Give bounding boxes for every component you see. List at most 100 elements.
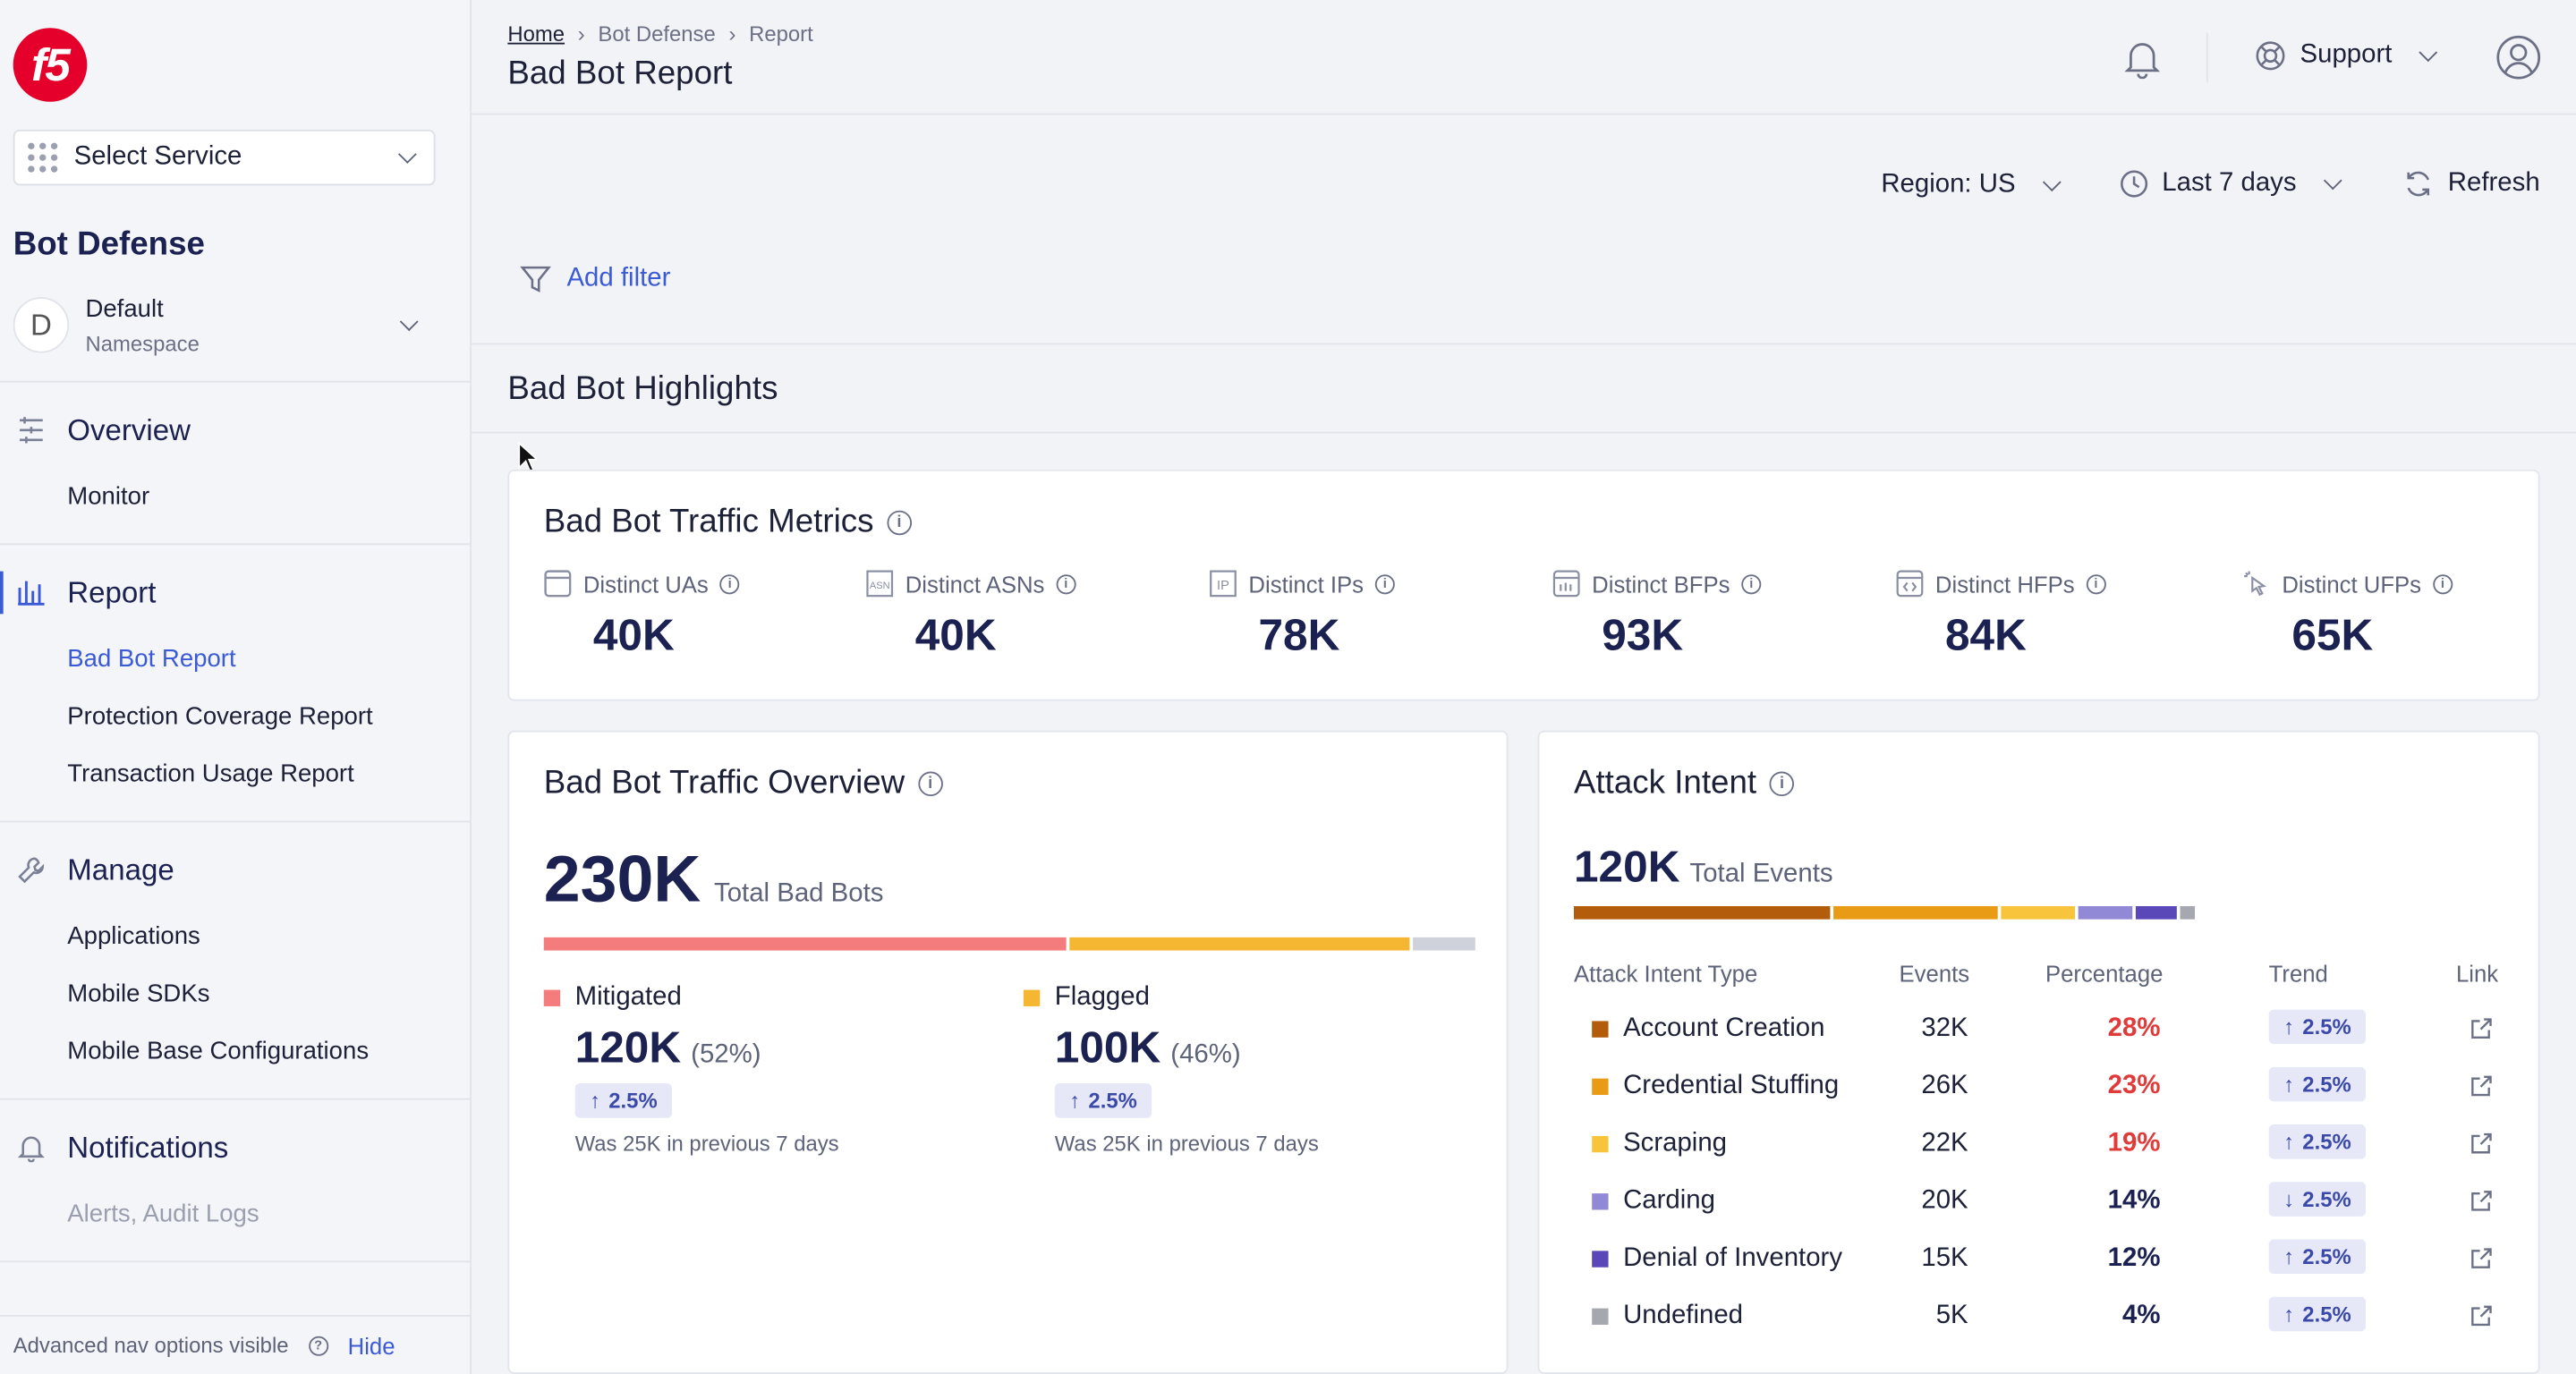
trend-arrow-icon: ↑ (2283, 1244, 2295, 1269)
namespace-name[interactable]: Default (85, 295, 164, 324)
footer-text: Advanced nav options visible (13, 1333, 289, 1358)
col-percentage[interactable]: Percentage (2045, 960, 2164, 987)
trend-value: 2.5% (1088, 1088, 1137, 1114)
trend-badge: ↑ 2.5% (2268, 1009, 2367, 1045)
trend-badge: ↓ 2.5% (2268, 1182, 2367, 1217)
ip-icon: IP (1210, 570, 1237, 598)
chevron-down-icon (2419, 43, 2438, 63)
add-filter-button[interactable]: Add filter (519, 263, 670, 296)
time-range-select[interactable]: Last 7 days (2120, 169, 2342, 199)
nav-group-manage[interactable]: Manage (67, 853, 174, 886)
nav-group-report[interactable]: Report (67, 576, 157, 609)
trend-value: 2.5% (2302, 1302, 2351, 1327)
nav-item-monitor[interactable]: Monitor (67, 482, 150, 511)
traffic-overview-card: Bad Bot Traffic Overview i 230K Total Ba… (507, 730, 1509, 1374)
divider (0, 543, 472, 546)
traffic-metrics-card: Bad Bot Traffic Metrics i Distinct UAs i … (507, 469, 2540, 701)
metric-label: Distinct IPs (1248, 570, 1364, 598)
mitigated-label: Mitigated (574, 983, 682, 1012)
f5-logo[interactable]: f5 (13, 28, 88, 102)
add-filter-label: Add filter (566, 264, 671, 293)
col-events[interactable]: Events (1899, 960, 1970, 987)
bar-segment (2001, 905, 2075, 920)
chevron-down-icon (2323, 171, 2342, 191)
trend-badge: ↑ 2.5% (2268, 1124, 2367, 1159)
info-icon[interactable]: i (917, 771, 943, 797)
info-icon[interactable]: i (2086, 573, 2106, 594)
bar-segment-mitigated (543, 937, 1067, 951)
mitigated-swatch (543, 989, 561, 1006)
trend-value: 2.5% (2302, 1186, 2351, 1212)
breadcrumb-home[interactable]: Home (507, 21, 565, 47)
info-icon[interactable]: i (1741, 573, 1762, 594)
type-swatch (1592, 1193, 1609, 1210)
overview-title-row: Bad Bot Traffic Overview i (544, 765, 943, 802)
region-select[interactable]: Region: US (1881, 171, 2062, 200)
metric-distinct-ufps: Distinct UFPs i 65K (2242, 570, 2453, 662)
select-service-dropdown[interactable]: Select Service (13, 129, 436, 186)
percentage-value: 14% (2107, 1186, 2161, 1215)
info-icon[interactable]: i (887, 510, 912, 536)
nav-item-mobile-sdks[interactable]: Mobile SDKs (67, 980, 210, 1008)
info-icon[interactable]: i (1374, 573, 1395, 594)
nav-item-mobile-base-configurations[interactable]: Mobile Base Configurations (67, 1037, 370, 1065)
wrench-icon (18, 857, 45, 884)
external-link-icon[interactable] (2470, 1073, 2495, 1098)
notifications-bell-icon[interactable] (2121, 36, 2164, 80)
table-row: Scraping 22K 19% ↑ 2.5% (1574, 1124, 2511, 1187)
percentage-value: 12% (2107, 1244, 2161, 1273)
namespace-chevron-icon[interactable] (399, 312, 419, 332)
support-menu[interactable]: Support (2254, 39, 2438, 72)
logo-text: f5 (30, 38, 71, 90)
nav-item-transaction-usage-report[interactable]: Transaction Usage Report (67, 759, 354, 788)
overview-icon (20, 417, 43, 444)
nav-item-alerts-audit-logs[interactable]: Alerts, Audit Logs (67, 1200, 259, 1228)
breadcrumb-report: Report (749, 21, 813, 47)
svg-text:ASN: ASN (870, 581, 890, 591)
external-link-icon[interactable] (2470, 1131, 2495, 1156)
mitigated-pct: (52%) (691, 1040, 761, 1069)
highlights-title: Bad Bot Highlights (507, 370, 778, 408)
events-value: 22K (1921, 1129, 1968, 1158)
nav-item-protection-coverage-report[interactable]: Protection Coverage Report (67, 702, 373, 731)
refresh-label: Refresh (2447, 169, 2540, 198)
info-icon[interactable]: i (719, 573, 740, 594)
refresh-button[interactable]: Refresh (2403, 169, 2540, 199)
info-icon[interactable]: i (1769, 771, 1795, 797)
hide-link[interactable]: Hide (347, 1332, 395, 1359)
col-trend[interactable]: Trend (2268, 960, 2328, 987)
nav-item-bad-bot-report[interactable]: Bad Bot Report (67, 645, 236, 674)
metric-value: 65K (2291, 610, 2374, 660)
metric-value: 84K (1944, 610, 2027, 660)
nav-group-overview[interactable]: Overview (67, 413, 191, 447)
select-service-label: Select Service (73, 142, 242, 171)
attack-intent-card: Attack Intent i 120K Total Events Attack… (1537, 730, 2540, 1374)
metric-distinct-asns: ASN Distinct ASNs i 40K (866, 570, 1076, 662)
info-icon[interactable]: i (2432, 573, 2453, 594)
user-avatar-icon[interactable] (2495, 35, 2541, 81)
bar-segment (2078, 905, 2133, 920)
help-icon[interactable]: ? (308, 1335, 328, 1355)
percentage-value: 28% (2107, 1014, 2161, 1043)
bar-segment-flagged (1069, 937, 1409, 951)
mitigated-trend-badge: ↑ 2.5% (574, 1083, 673, 1118)
breadcrumb-bot-defense[interactable]: Bot Defense (598, 21, 716, 47)
info-icon[interactable]: i (1056, 573, 1076, 594)
nav-group-notifications[interactable]: Notifications (67, 1131, 229, 1165)
nav-item-applications[interactable]: Applications (67, 922, 200, 951)
external-link-icon[interactable] (2470, 1303, 2495, 1328)
events-value: 26K (1921, 1072, 1968, 1100)
external-link-icon[interactable] (2470, 1016, 2495, 1041)
active-indicator (0, 571, 4, 615)
breadcrumb-separator-icon: › (577, 21, 585, 47)
col-type[interactable]: Attack Intent Type (1573, 960, 1758, 987)
trend-value: 2.5% (2302, 1014, 2351, 1039)
overview-total: 230K Total Bad Bots (544, 844, 884, 918)
table-row: Undefined 5K 4% ↑ 2.5% (1574, 1296, 2511, 1359)
overview-title: Bad Bot Traffic Overview (543, 765, 905, 802)
refresh-icon (2407, 171, 2430, 197)
external-link-icon[interactable] (2470, 1246, 2495, 1271)
external-link-icon[interactable] (2470, 1189, 2495, 1214)
events-value: 5K (1935, 1302, 1968, 1330)
bar-segment (1573, 905, 1831, 920)
